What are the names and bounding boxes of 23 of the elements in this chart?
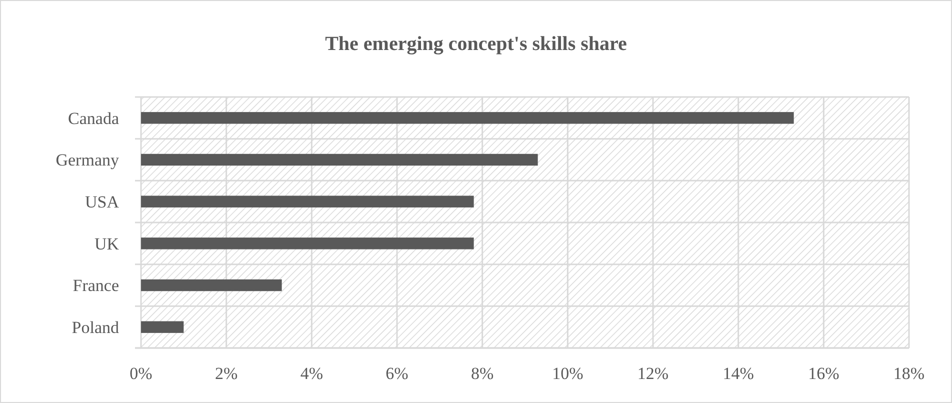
chart-title: The emerging concept's skills share (325, 33, 628, 55)
bar (141, 321, 184, 333)
bar (141, 196, 474, 208)
x-tick-label: 10% (552, 364, 584, 383)
x-tick-label: 2% (214, 364, 238, 383)
y-tick-label: France (72, 276, 119, 296)
bar (141, 279, 282, 292)
bar (141, 154, 538, 166)
x-tick-label: 4% (300, 364, 324, 383)
x-tick-label: 0% (130, 364, 152, 383)
y-tick-label: Poland (72, 318, 120, 338)
bar (141, 112, 794, 124)
x-tick-label: 14% (722, 364, 754, 383)
x-tick-label: 12% (637, 364, 669, 383)
x-tick-label: 18% (893, 364, 925, 383)
x-tick-label: 8% (470, 364, 494, 383)
bar (141, 238, 474, 250)
y-tick-label: Germany (56, 150, 120, 170)
y-tick-label: UK (94, 234, 120, 254)
x-tick-label: 16% (808, 364, 840, 383)
y-tick-label: Canada (68, 108, 120, 128)
y-tick-label: USA (84, 192, 120, 212)
x-tick-label: 6% (386, 364, 408, 383)
